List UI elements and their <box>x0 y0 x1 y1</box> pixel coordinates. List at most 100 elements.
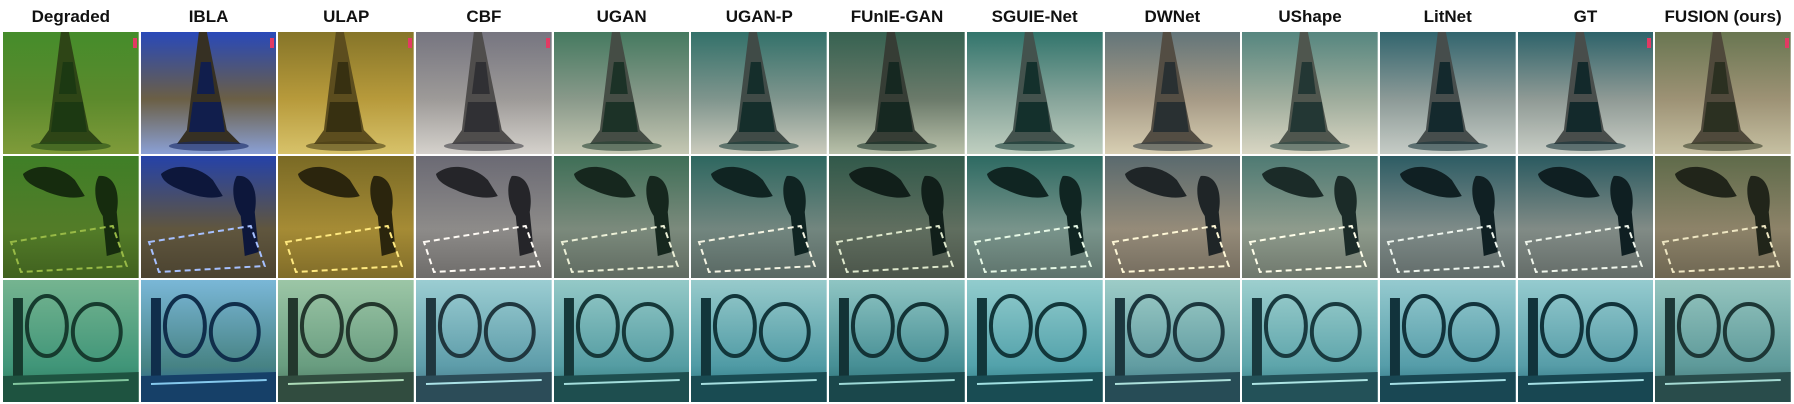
image-cell <box>1241 280 1379 402</box>
underwater-photo <box>691 32 828 154</box>
image-cell <box>553 32 691 154</box>
result-image <box>1379 32 1516 154</box>
underwater-photo <box>553 280 690 402</box>
underwater-photo <box>1655 156 1791 278</box>
result-image <box>3 280 139 402</box>
column-label: IBLA <box>188 7 229 26</box>
result-image <box>140 32 277 154</box>
image-cell <box>828 280 966 402</box>
underwater-photo <box>140 32 277 154</box>
underwater-photo <box>278 32 415 154</box>
underwater-photo <box>140 156 277 278</box>
result-image <box>966 156 1103 278</box>
result-image <box>140 156 277 278</box>
result-image <box>553 156 690 278</box>
image-cell <box>1104 280 1242 402</box>
column-label: ULAP <box>323 7 370 26</box>
image-cell <box>277 156 415 278</box>
result-image <box>1379 156 1516 278</box>
image-cell <box>2 32 140 154</box>
image-cell <box>140 32 278 154</box>
underwater-photo <box>1379 156 1516 278</box>
column-label: FUSION (ours) <box>1664 7 1782 26</box>
image-cell <box>1241 32 1379 154</box>
red-marker-icon <box>270 38 275 48</box>
image-cell <box>140 280 278 402</box>
result-image <box>1104 156 1241 278</box>
underwater-photo <box>966 280 1103 402</box>
underwater-photo <box>3 32 139 154</box>
result-image <box>691 156 828 278</box>
result-image <box>1242 280 1378 402</box>
underwater-photo <box>553 32 690 154</box>
underwater-photo <box>278 156 415 278</box>
result-image <box>1379 280 1516 402</box>
image-cell <box>966 32 1104 154</box>
image-cell <box>553 156 691 278</box>
column-label: UGAN-P <box>725 7 793 26</box>
column-label: UShape <box>1278 7 1342 26</box>
image-cell <box>2 156 140 278</box>
image-cell <box>1654 280 1792 402</box>
result-image <box>140 280 277 402</box>
image-cell <box>1379 32 1517 154</box>
result-image <box>1655 280 1791 402</box>
column-label: SGUIE-Net <box>991 7 1078 26</box>
result-image <box>278 156 415 278</box>
underwater-photo <box>140 280 277 402</box>
image-cell <box>690 32 828 154</box>
underwater-photo <box>691 280 828 402</box>
column-label: UGAN <box>596 7 647 26</box>
image-row-diver <box>2 156 1792 280</box>
result-image <box>1517 156 1654 278</box>
underwater-photo <box>3 280 139 402</box>
underwater-photo <box>3 156 139 278</box>
underwater-photo <box>1379 280 1516 402</box>
image-cell <box>1654 156 1792 278</box>
result-image <box>1655 32 1791 154</box>
image-cell <box>966 280 1104 402</box>
underwater-photo <box>1104 280 1241 402</box>
result-image <box>1655 156 1791 278</box>
underwater-photo <box>966 32 1103 154</box>
column-label: CBF <box>466 7 502 26</box>
result-image <box>416 32 552 154</box>
result-image <box>3 32 139 154</box>
underwater-photo <box>1104 156 1241 278</box>
image-cell <box>277 280 415 402</box>
image-cell <box>553 280 691 402</box>
image-rows <box>2 32 1792 404</box>
image-cell <box>277 32 415 154</box>
underwater-photo <box>416 280 552 402</box>
underwater-photo <box>278 280 415 402</box>
column-label: Degraded <box>31 7 111 26</box>
result-image <box>1104 280 1241 402</box>
underwater-photo <box>1104 32 1241 154</box>
image-cell <box>1104 32 1242 154</box>
image-cell <box>1379 280 1517 402</box>
column-label: DWNet <box>1144 7 1201 26</box>
image-cell <box>1517 156 1655 278</box>
image-cell <box>1379 156 1517 278</box>
result-image <box>278 32 415 154</box>
underwater-photo <box>829 280 965 402</box>
underwater-photo <box>1517 32 1654 154</box>
result-image <box>691 280 828 402</box>
image-cell <box>140 156 278 278</box>
result-image <box>1242 32 1378 154</box>
result-image <box>1517 280 1654 402</box>
underwater-photo <box>416 156 552 278</box>
image-cell <box>1654 32 1792 154</box>
result-image <box>3 156 139 278</box>
image-cell <box>415 156 553 278</box>
column-label: GT <box>1573 7 1598 26</box>
underwater-photo <box>1655 32 1791 154</box>
red-marker-icon <box>408 38 413 48</box>
result-image <box>416 280 552 402</box>
underwater-photo <box>691 156 828 278</box>
image-row-tower <box>2 32 1792 156</box>
image-cell <box>1104 156 1242 278</box>
underwater-photo <box>1242 32 1378 154</box>
result-image <box>829 280 965 402</box>
